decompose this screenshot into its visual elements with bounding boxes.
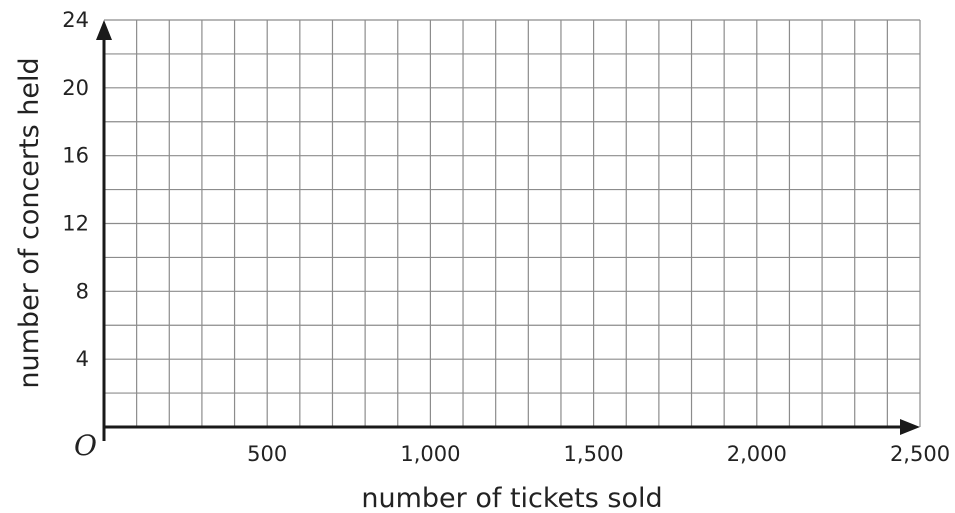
x-tick-label: 2,500 (890, 442, 950, 466)
axes (96, 20, 920, 441)
y-tick-label: 24 (62, 8, 89, 32)
y-tick-label: 12 (62, 212, 89, 236)
y-tick-label: 20 (62, 76, 89, 100)
x-tick-label: 2,000 (727, 442, 787, 466)
y-tick-label: 16 (62, 144, 89, 168)
x-axis-title: number of tickets sold (361, 483, 662, 513)
y-axis-arrow-icon (96, 20, 112, 40)
tick-labels: 500 1,000 1,500 2,000 2,500 4 8 12 16 20 24 (62, 8, 950, 466)
grid-lines (104, 19, 921, 427)
x-tick-label: 1,500 (564, 442, 624, 466)
y-axis-title: number of concerts held (14, 57, 45, 388)
origin-label: O (74, 429, 97, 462)
x-axis-arrow-icon (900, 419, 920, 435)
x-tick-label: 1,000 (400, 442, 460, 466)
y-tick-label: 4 (76, 347, 89, 371)
x-tick-label: 500 (247, 442, 287, 466)
y-tick-label: 8 (76, 279, 89, 303)
